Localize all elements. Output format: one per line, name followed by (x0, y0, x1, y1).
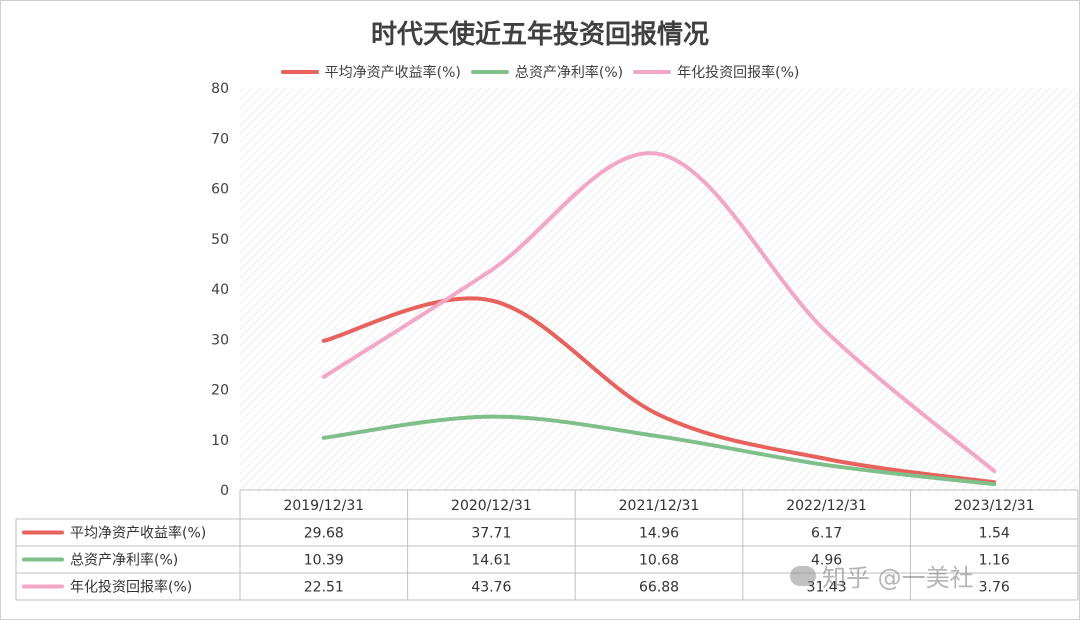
data-table: 2019/12/31 2020/12/31 2021/12/31 2022/12/31… (15, 489, 1079, 601)
table-series-name: 平均净资产收益率(%) (70, 525, 206, 542)
y-axis: 0 10 20 30 40 50 60 70 80 (211, 81, 229, 499)
table-cell-value: 14.61 (471, 553, 511, 569)
series-line-0 (321, 296, 997, 485)
table-cell-value: 43.76 (471, 580, 511, 596)
table-cell-value: 31.43 (807, 580, 847, 596)
legend-label-roe: 平均净资产收益率(%) (324, 65, 461, 81)
y-tick-label: 40 (211, 282, 229, 298)
legend-item-roe: 平均净资产收益率(%) (280, 62, 461, 82)
table-cell-value: 22.51 (304, 580, 344, 596)
table-cell-value: 3.76 (979, 580, 1010, 596)
y-tick-label: 50 (211, 232, 229, 248)
table-cell-value: 1.16 (979, 553, 1010, 569)
x-category-label: 2022/12/31 (786, 498, 867, 514)
table-cell-value: 10.68 (639, 553, 679, 569)
y-tick-label: 10 (211, 433, 229, 449)
series-line-2 (321, 151, 997, 474)
table-series-name: 总资产净利率(%) (70, 552, 178, 569)
legend-label-annual-return: 年化投资回报率(%) (677, 65, 800, 81)
x-category-label: 2020/12/31 (451, 498, 532, 514)
table-cell-value: 1.54 (979, 526, 1010, 542)
legend-swatch-annual-return (633, 70, 672, 74)
series-line-1 (321, 414, 997, 487)
y-tick-label: 60 (211, 182, 229, 198)
y-tick-label: 70 (211, 131, 229, 147)
watermark-text: 知乎 @一美社 (822, 564, 974, 592)
y-tick-label: 30 (211, 332, 229, 348)
x-category-label: 2021/12/31 (619, 498, 700, 514)
y-tick-label: 0 (220, 483, 229, 499)
table-cell-value: 6.17 (811, 526, 842, 542)
wechat-icon (790, 565, 816, 586)
y-tick-label: 20 (211, 383, 229, 399)
legend-item-annual-return: 年化投资回报率(%) (633, 62, 799, 82)
table-cell-value: 37.71 (471, 526, 511, 542)
legend-swatch-roa (470, 70, 509, 74)
table-cell-value: 29.68 (304, 526, 344, 542)
chart-title: 时代天使近五年投资回报情况 (370, 20, 709, 50)
watermark: 知乎 @一美社 (790, 558, 974, 593)
x-category-label: 2023/12/31 (954, 498, 1035, 514)
chart-legend: 平均净资产收益率(%) 总资产净利率(%) 年化投资回报率(%) (0, 62, 1080, 82)
table-cell-value: 10.39 (304, 553, 344, 569)
series-lines (321, 151, 997, 487)
table-cell-value: 14.96 (639, 526, 679, 542)
x-category-label: 2019/12/31 (283, 498, 364, 514)
legend-swatch-roe (280, 70, 319, 74)
table-cell-value: 4.96 (811, 553, 842, 569)
y-tick-label: 80 (211, 81, 229, 97)
table-series-name: 年化投资回报率(%) (70, 579, 192, 596)
table-cell-value: 66.88 (639, 580, 679, 596)
legend-label-roa: 总资产净利率(%) (514, 65, 624, 81)
legend-item-roa: 总资产净利率(%) (470, 62, 624, 82)
